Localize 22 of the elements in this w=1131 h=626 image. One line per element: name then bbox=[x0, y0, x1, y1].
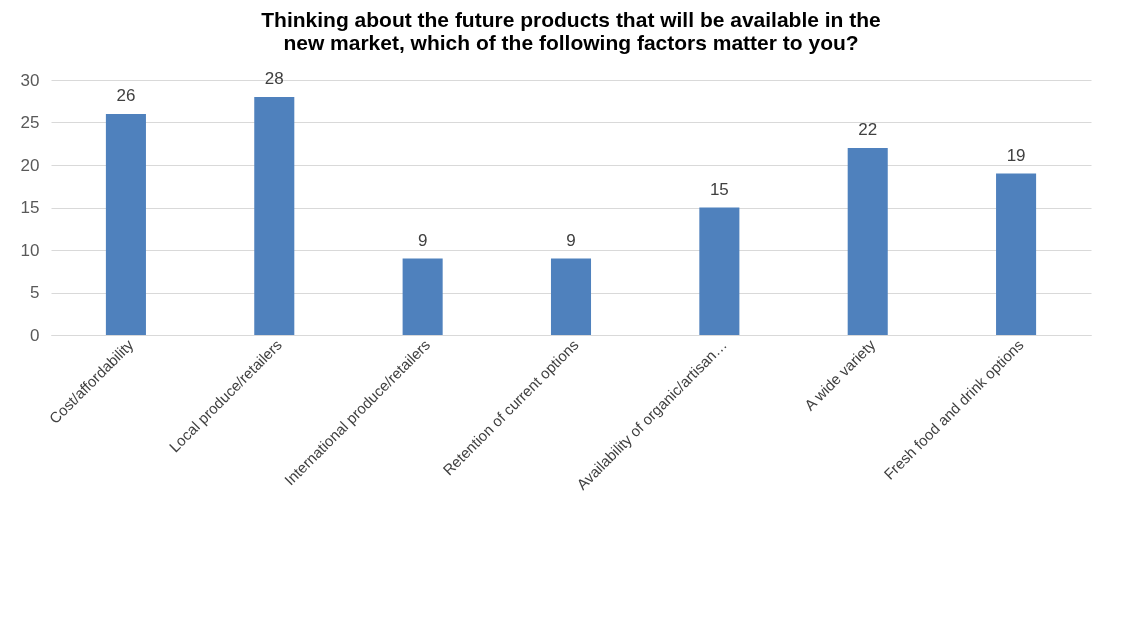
bar bbox=[402, 258, 443, 335]
chart-title: Thinking about the future products that will be available in the new market, which of the following factors matter to you? bbox=[261, 8, 881, 54]
bar bbox=[105, 114, 146, 335]
y-tick-label: 20 bbox=[20, 155, 40, 175]
y-tick-label: 30 bbox=[20, 70, 40, 90]
data-label: 28 bbox=[264, 69, 284, 88]
y-tick-label: 10 bbox=[20, 240, 40, 260]
bar bbox=[847, 148, 888, 335]
bar bbox=[550, 258, 592, 335]
data-label: 15 bbox=[709, 179, 729, 199]
data-label: 9 bbox=[566, 230, 576, 250]
y-tick-label: 5 bbox=[30, 283, 40, 302]
y-tick-label: 25 bbox=[20, 113, 40, 132]
data-label: 19 bbox=[1006, 145, 1026, 165]
bar bbox=[254, 97, 295, 335]
data-label: 26 bbox=[116, 86, 136, 105]
y-tick-label: 0 bbox=[30, 325, 40, 345]
data-label: 22 bbox=[858, 120, 878, 139]
bar bbox=[996, 173, 1037, 335]
y-tick-label: 15 bbox=[20, 198, 40, 217]
data-label: 9 bbox=[417, 230, 428, 250]
bar bbox=[699, 207, 740, 335]
